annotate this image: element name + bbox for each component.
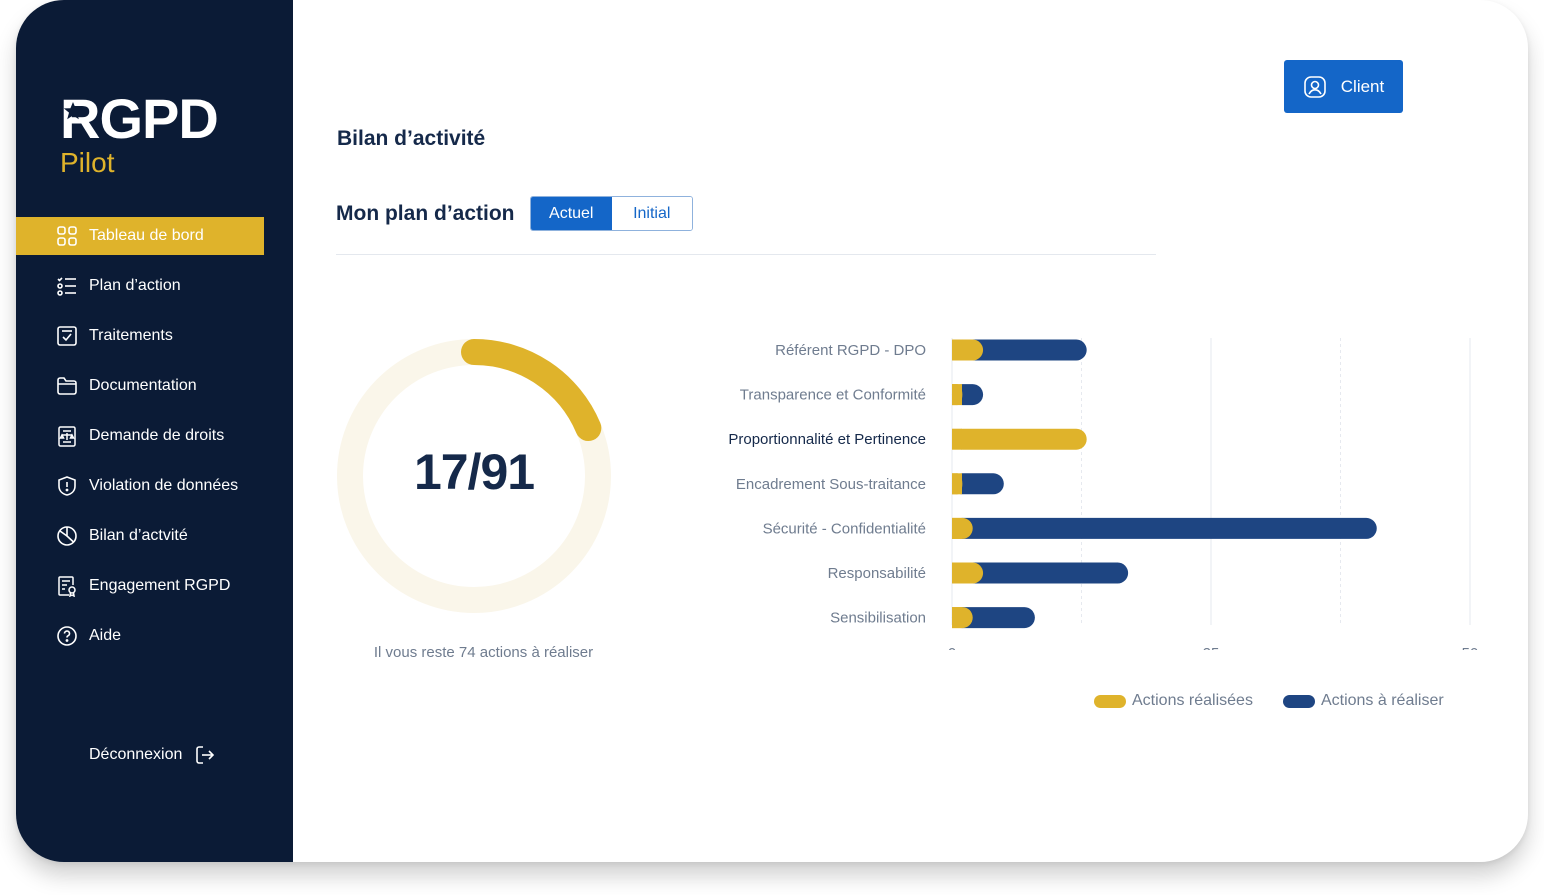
sidebar-item-label: Tableau de bord [89,227,204,244]
legend-swatch-blue [1282,694,1315,708]
bar-a-realiser [952,562,1129,584]
sidebar-item-label: Aide [89,627,122,644]
progress-donut [337,339,611,613]
legend-item-realisees: Actions réalisées [1094,692,1253,710]
sidebar-item-label: Traitements [89,327,173,344]
toggle-actuel[interactable]: Actuel [531,197,612,230]
x-tick-label: 25 [1203,645,1220,650]
toggle-initial[interactable]: Initial [611,197,692,230]
logo-wordmark: RGPD [60,87,219,150]
sidebar-item-label: Violation de données [89,477,239,494]
brand-logo: RGPD Pilot [60,87,219,178]
sidebar-item-demande-de-droits[interactable]: Demande de droits [16,417,293,455]
section-title: Mon plan d’action [336,202,515,225]
x-tick-label: 0 [948,645,956,650]
sidebar-item-label: Documentation [89,377,197,394]
star-icon [63,102,83,120]
dashboard-grid-icon [56,225,78,247]
sidebar-item-label: Plan d’action [89,277,181,294]
x-tick-label: 50 [1462,645,1479,650]
client-button-label: Client [1340,76,1385,96]
sidebar-item-bilan-activite[interactable]: Bilan d’actvité [16,517,293,555]
legend-item-a-realiser: Actions à réaliser [1282,692,1444,710]
sidebar-item-tableau-de-bord[interactable]: Tableau de bord [16,217,264,255]
bar-a-realiser [952,339,1087,361]
sidebar-item-violation-de-donnees[interactable]: Violation de données [16,467,293,505]
bar-realisees-square [952,607,962,629]
category-label: Sécurité - Confidentialité [763,520,926,537]
checkbox-document-icon [56,325,78,347]
logout-icon [196,746,215,764]
bar-a-realiser [952,517,1377,539]
sidebar-nav: Tableau de bord Plan d’action Traitement… [16,217,293,667]
sidebar-item-plan-action[interactable]: Plan d’action [16,267,293,305]
bar-a-realiser [952,607,1035,629]
sidebar-item-engagement-rgpd[interactable]: Engagement RGPD [16,567,293,605]
bar-realisees-square [952,517,962,539]
checklist-icon [56,275,78,297]
bar-chart: 0 25 50 Référent RGPD - DPO Transparence et … [728,338,1479,650]
client-button[interactable]: Client [1284,60,1403,113]
folder-icon [56,375,78,397]
divider [336,254,1156,255]
bar-realisees-square [952,562,962,584]
sidebar-item-label: Demande de droits [89,427,225,444]
bar-realisees [952,428,1087,450]
legend-swatch-yellow [1094,694,1126,708]
donut-progress-arc [461,339,602,442]
sidebar-item-label: Bilan d’actvité [89,527,188,544]
bar-realisees-square [952,428,962,450]
remaining-actions-text: Il vous reste 74 actions à réaliser [373,644,594,661]
bar-realisees-square [952,473,958,495]
logout-label: Déconnexion [89,746,183,763]
bar-realisees-square [952,384,958,406]
shield-alert-icon [56,475,78,497]
app-window: RGPD Pilot Tableau de bord Plan d’action [16,0,1528,862]
category-label: Encadrement Sous-traitance [736,476,926,493]
page-title: Bilan d’activité [337,127,486,150]
legend-label: Actions réalisées [1132,692,1253,709]
category-label: Transparence et Conformité [740,387,926,404]
help-circle-icon [56,625,78,647]
sidebar-item-label: Engagement RGPD [89,577,231,594]
progress-value: 17/91 [413,444,535,500]
category-label: Proportionnalité et Pertinence [728,431,926,448]
sidebar: RGPD Pilot Tableau de bord Plan d’action [16,0,293,862]
plan-toggle: Actuel Initial [530,196,693,231]
user-avatar-icon [1303,75,1326,98]
certificate-icon [56,575,78,597]
bar-a-realiser [952,473,1004,495]
bar-realisees-square [952,339,962,361]
logout-button[interactable]: Déconnexion [89,744,216,766]
sidebar-item-documentation[interactable]: Documentation [16,367,293,405]
scales-document-icon [56,425,78,447]
category-label: Sensibilisation [830,610,926,627]
sidebar-item-aide[interactable]: Aide [16,617,293,655]
pie-chart-icon [56,525,78,547]
legend-label: Actions à réaliser [1320,692,1444,709]
logo-subtitle: Pilot [60,147,115,178]
category-label: Responsabilité [828,565,926,582]
category-label: Référent RGPD - DPO [775,342,926,359]
sidebar-item-traitements[interactable]: Traitements [16,317,293,355]
chart-legend: Actions réalisées Actions à réaliser [1094,692,1474,710]
